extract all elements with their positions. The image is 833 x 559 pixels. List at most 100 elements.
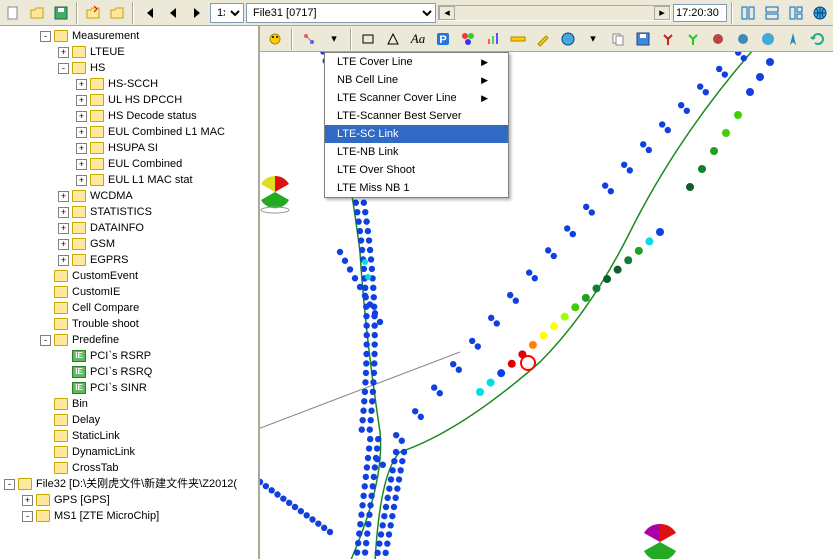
ruler-icon[interactable] xyxy=(507,28,529,50)
tree-item[interactable]: +DATAINFO xyxy=(4,220,258,236)
save-icon[interactable] xyxy=(50,2,72,24)
menu-item[interactable]: LTE-SC Link xyxy=(325,125,508,143)
layout2-icon[interactable] xyxy=(761,2,783,24)
tree-item[interactable]: +HSUPA SI xyxy=(4,140,258,156)
open2-icon[interactable] xyxy=(82,2,104,24)
tree-item[interactable]: -Predefine xyxy=(4,332,258,348)
expander-icon[interactable]: + xyxy=(58,255,69,266)
antenna1-icon[interactable] xyxy=(657,28,679,50)
save2-icon[interactable] xyxy=(632,28,654,50)
tree-item[interactable]: Trouble shoot xyxy=(4,316,258,332)
tree-item[interactable]: StaticLink xyxy=(4,428,258,444)
menu-item[interactable]: LTE-Scanner Best Server xyxy=(325,107,508,125)
earth-icon[interactable] xyxy=(757,28,779,50)
copy-icon[interactable] xyxy=(607,28,629,50)
expander-icon[interactable]: - xyxy=(4,479,15,490)
refresh-icon[interactable] xyxy=(807,28,829,50)
nav-icon[interactable] xyxy=(782,28,804,50)
park-icon[interactable]: P xyxy=(432,28,454,50)
expander-icon[interactable]: - xyxy=(40,335,51,346)
tree-item[interactable]: +LTEUE xyxy=(4,44,258,60)
chart-icon[interactable] xyxy=(482,28,504,50)
tree-item[interactable]: -MS1 [ZTE MicroChip] xyxy=(4,508,258,524)
expander-icon[interactable]: - xyxy=(22,511,33,522)
tree-item[interactable]: CustomIE xyxy=(4,284,258,300)
triangle-icon[interactable] xyxy=(382,28,404,50)
playback-scrollbar[interactable]: ◂ ▸ xyxy=(438,5,671,21)
globe-icon[interactable] xyxy=(809,2,831,24)
ball1-icon[interactable] xyxy=(707,28,729,50)
layout3-icon[interactable] xyxy=(785,2,807,24)
expander-icon[interactable]: + xyxy=(76,159,87,170)
tree-item[interactable]: IEPCI`s RSRP xyxy=(4,348,258,364)
tree-item[interactable]: +GSM xyxy=(4,236,258,252)
pencil-icon[interactable] xyxy=(532,28,554,50)
globe2-icon[interactable] xyxy=(557,28,579,50)
export-icon[interactable] xyxy=(106,2,128,24)
tree-item[interactable]: +EUL L1 MAC stat xyxy=(4,172,258,188)
tree-item[interactable]: +GPS [GPS] xyxy=(4,492,258,508)
tree-item[interactable]: DynamicLink xyxy=(4,444,258,460)
tree-panel[interactable]: -Measurement+LTEUE-HS+HS-SCCH+UL HS DPCC… xyxy=(0,26,260,559)
tree-item[interactable]: Bin xyxy=(4,396,258,412)
expander-icon[interactable]: + xyxy=(58,239,69,250)
tree-item[interactable]: +UL HS DPCCH xyxy=(4,92,258,108)
expander-icon[interactable]: + xyxy=(76,127,87,138)
tree-item[interactable]: IEPCI`s SINR xyxy=(4,380,258,396)
antenna2-icon[interactable] xyxy=(682,28,704,50)
tree-item[interactable]: +HS Decode status xyxy=(4,108,258,124)
expander-icon[interactable]: + xyxy=(76,143,87,154)
tree-item[interactable]: +HS-SCCH xyxy=(4,76,258,92)
text-icon[interactable]: Aa xyxy=(407,28,429,50)
tree-item[interactable]: +WCDMA xyxy=(4,188,258,204)
tree-item[interactable]: Delay xyxy=(4,412,258,428)
link-icon[interactable] xyxy=(298,28,320,50)
expander-icon[interactable]: + xyxy=(58,191,69,202)
expander-icon[interactable]: + xyxy=(76,111,87,122)
expander-icon[interactable]: - xyxy=(40,31,51,42)
first-icon[interactable] xyxy=(138,2,160,24)
menu-item[interactable]: LTE Miss NB 1 xyxy=(325,179,508,197)
layout1-icon[interactable] xyxy=(737,2,759,24)
tree-item[interactable]: CustomEvent xyxy=(4,268,258,284)
menu-item[interactable]: LTE Over Shoot xyxy=(325,161,508,179)
expander-icon[interactable]: + xyxy=(76,95,87,106)
prev-icon[interactable] xyxy=(162,2,184,24)
time-field[interactable] xyxy=(673,4,727,22)
rect-icon[interactable] xyxy=(357,28,379,50)
expander-icon[interactable]: + xyxy=(58,223,69,234)
palette-icon[interactable] xyxy=(457,28,479,50)
scroll-left-icon[interactable]: ◂ xyxy=(439,6,455,20)
new-icon[interactable] xyxy=(2,2,24,24)
map-canvas[interactable]: LTE Cover Line▶NB Cell Line▶LTE Scanner … xyxy=(260,52,833,559)
tree-item[interactable]: Cell Compare xyxy=(4,300,258,316)
context-menu[interactable]: LTE Cover Line▶NB Cell Line▶LTE Scanner … xyxy=(324,52,509,198)
tree-item[interactable]: IEPCI`s RSRQ xyxy=(4,364,258,380)
expander-icon[interactable]: + xyxy=(58,47,69,58)
menu-item[interactable]: NB Cell Line▶ xyxy=(325,71,508,89)
tree-item[interactable]: -Measurement xyxy=(4,28,258,44)
tree-item[interactable]: -File32 [D:\关刚虎文件\新建文件夹\Z2012( xyxy=(4,476,258,492)
play-icon[interactable] xyxy=(186,2,208,24)
expander-icon[interactable]: - xyxy=(58,63,69,74)
dropdown2-icon[interactable]: ▾ xyxy=(582,28,604,50)
ball2-icon[interactable] xyxy=(732,28,754,50)
expander-icon[interactable]: + xyxy=(58,207,69,218)
menu-item[interactable]: LTE Cover Line▶ xyxy=(325,53,508,71)
menu-item[interactable]: LTE-NB Link xyxy=(325,143,508,161)
bug-icon[interactable] xyxy=(264,28,286,50)
tree-item[interactable]: +EGPRS xyxy=(4,252,258,268)
tree-item[interactable]: +EUL Combined L1 MAC xyxy=(4,124,258,140)
tree-item[interactable]: +STATISTICS xyxy=(4,204,258,220)
tree-item[interactable]: +EUL Combined xyxy=(4,156,258,172)
speed-combo[interactable]: 1x xyxy=(210,3,244,23)
dropdown-icon[interactable]: ▾ xyxy=(323,28,345,50)
open-icon[interactable] xyxy=(26,2,48,24)
expander-icon[interactable]: + xyxy=(76,79,87,90)
tree-item[interactable]: CrossTab xyxy=(4,460,258,476)
menu-item[interactable]: LTE Scanner Cover Line▶ xyxy=(325,89,508,107)
scroll-right-icon[interactable]: ▸ xyxy=(654,6,670,20)
file-combo[interactable]: File31 [0717] xyxy=(246,3,436,23)
expander-icon[interactable]: + xyxy=(76,175,87,186)
expander-icon[interactable]: + xyxy=(22,495,33,506)
